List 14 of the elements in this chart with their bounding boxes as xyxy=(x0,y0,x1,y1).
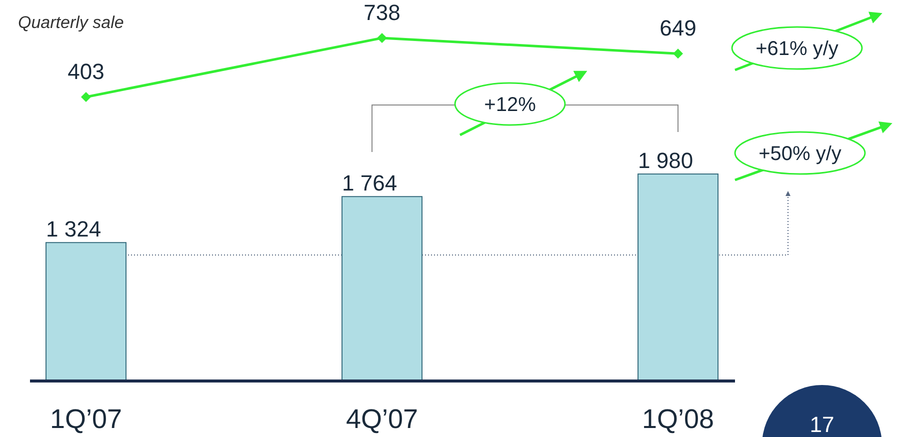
x-tick-label: 1Q’07 xyxy=(50,404,122,434)
data-label: 403 xyxy=(68,59,104,84)
x-tick-label: 1Q’08 xyxy=(642,404,714,434)
data-label: 738 xyxy=(364,0,400,25)
data-label: 649 xyxy=(660,16,696,41)
chart-title: Quarterly sale xyxy=(18,13,124,32)
x-tick-label: 4Q’07 xyxy=(346,404,418,434)
annotation: +12% xyxy=(484,94,536,116)
text: +50% y/y xyxy=(758,143,842,165)
annotation: +61% y/y xyxy=(756,38,838,60)
data-label: 1 764 xyxy=(342,170,398,196)
text: 17 xyxy=(810,412,834,437)
data-label: 1 980 xyxy=(638,148,694,173)
data-label: 1 324 xyxy=(46,216,102,242)
